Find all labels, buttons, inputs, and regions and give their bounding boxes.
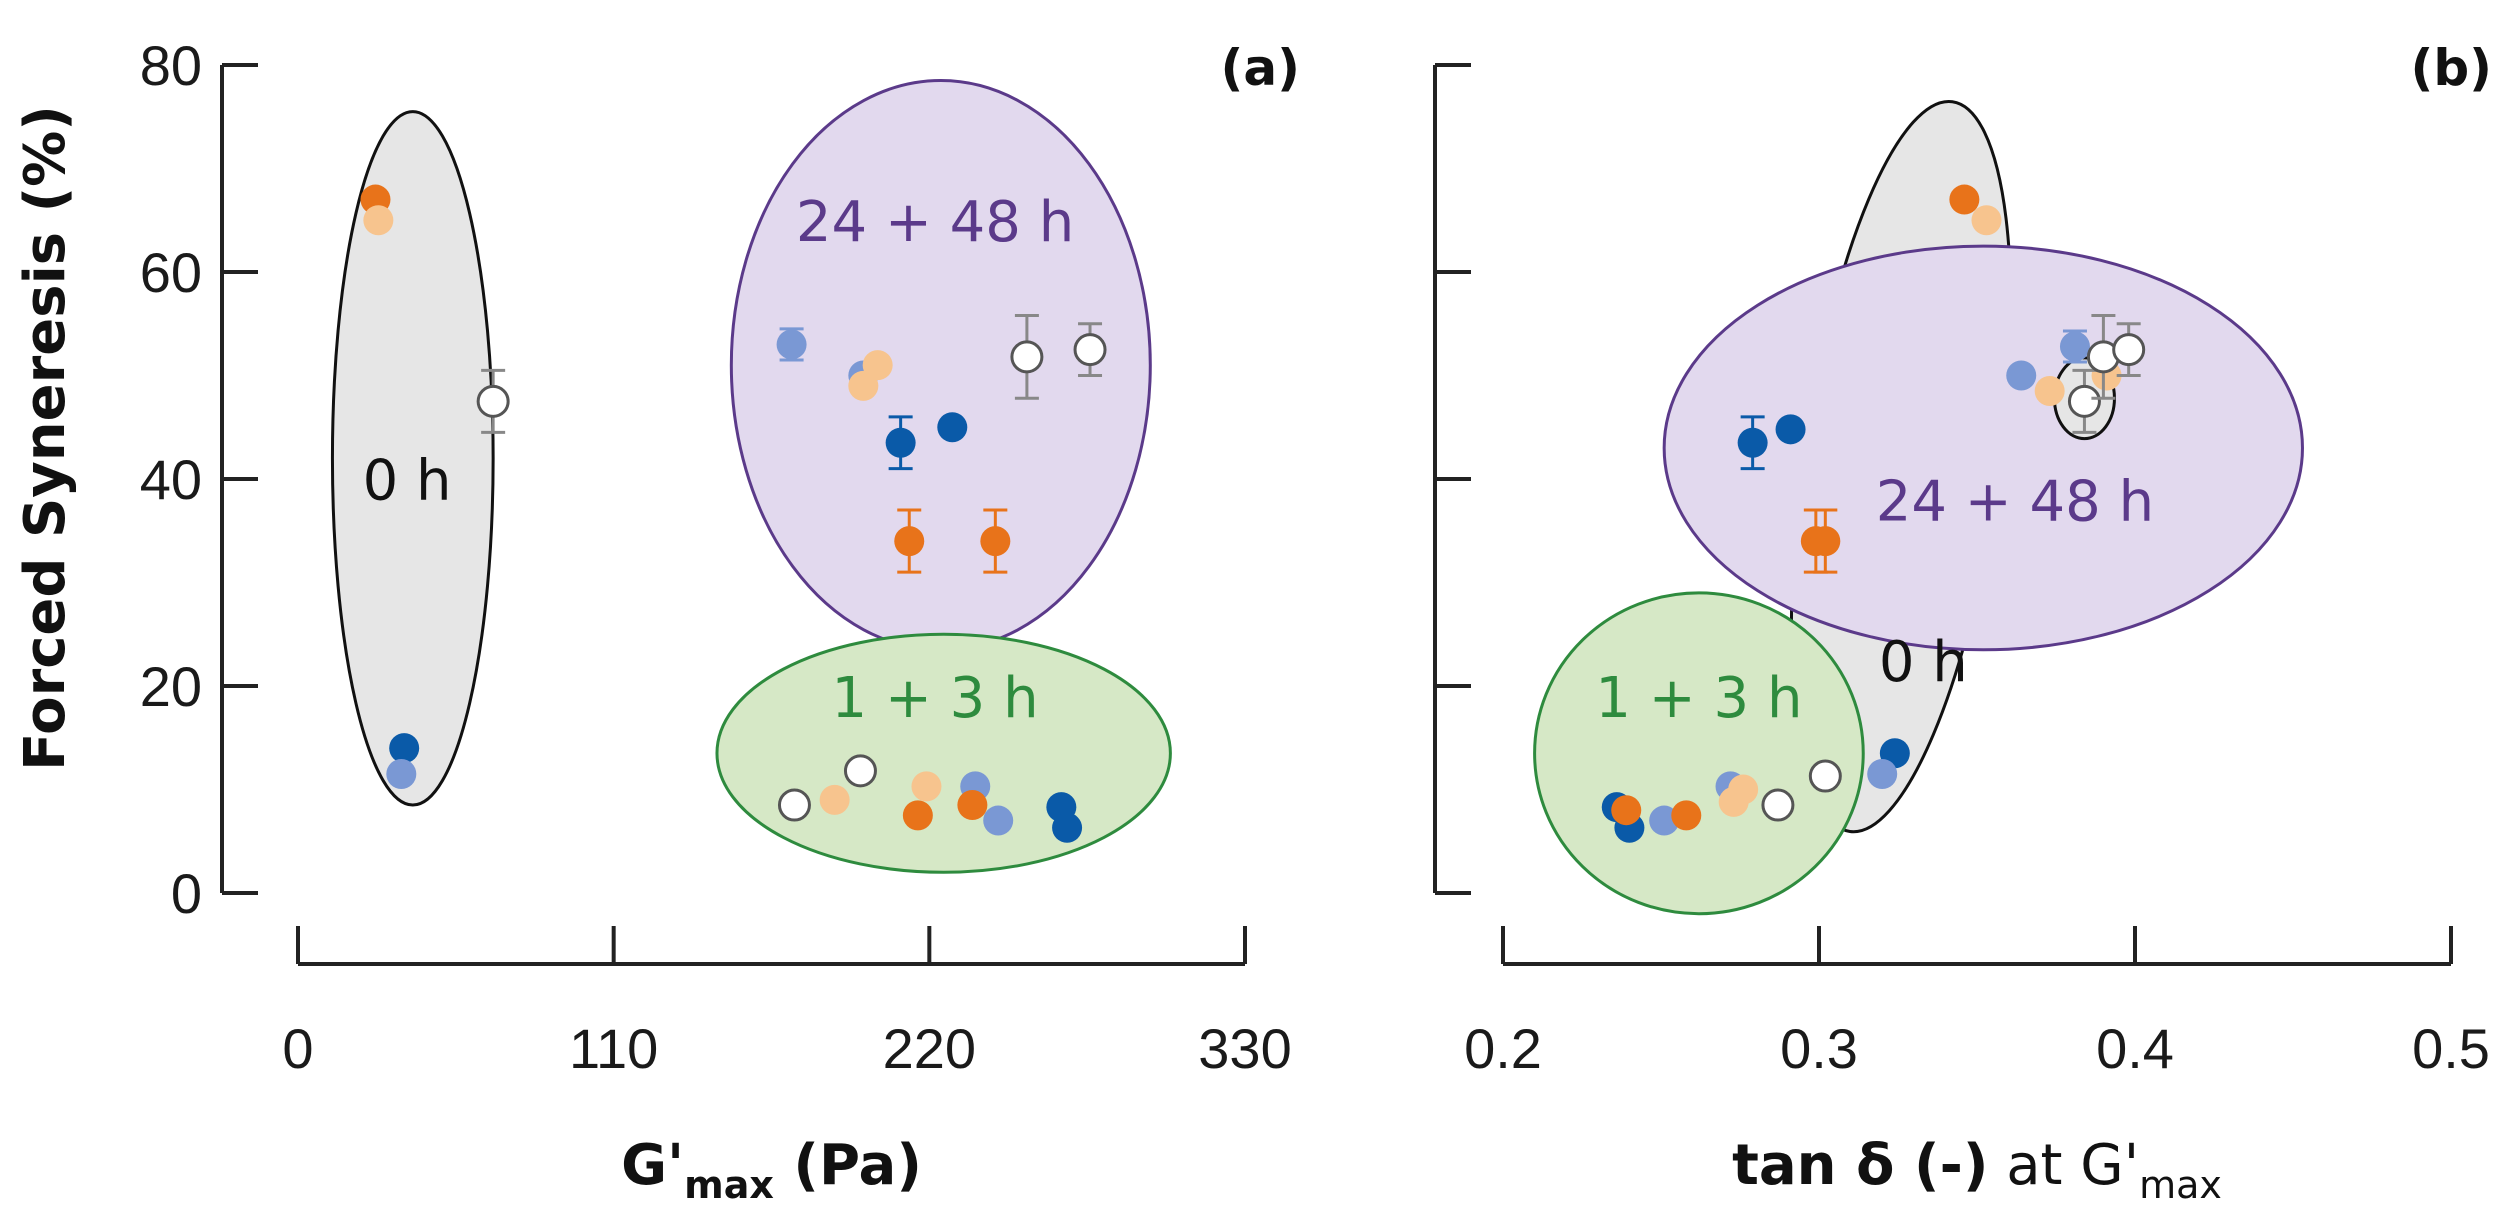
data-point-open: [1010, 340, 1044, 374]
y-tick-label: 20: [140, 655, 202, 718]
data-point-light-blue: [386, 758, 417, 789]
x-tick-label: 0.2: [1464, 1017, 1542, 1080]
x-tick-label: 0: [282, 1017, 313, 1080]
data-point-open: [777, 788, 811, 822]
data-point-orange: [980, 526, 1011, 557]
y-axis-title: Forced Syneresis (%): [13, 105, 78, 771]
data-point-orange: [1949, 184, 1980, 215]
group-label-purple: 24 + 48 h: [796, 190, 1074, 255]
data-point-open: [2112, 333, 2146, 367]
data-point-dark-blue: [1775, 414, 1806, 445]
y-tick-label: 40: [140, 448, 202, 511]
data-point-orange: [1611, 795, 1642, 826]
x-tick-label: 0.5: [2412, 1017, 2490, 1080]
data-point-open: [476, 384, 510, 418]
data-point-dark-blue: [1052, 812, 1083, 843]
x-tick-label: 330: [1198, 1017, 1291, 1080]
panel-b: 0 h 24 + 48 h 1 + 3 h 0.2 0.3 0.4 0.5 tan δ (-)…: [1433, 63, 2490, 1207]
data-point-light-orange: [848, 370, 879, 401]
x-tick-label: 110: [569, 1017, 658, 1080]
group-label-green: 1 + 3 h: [832, 666, 1039, 731]
data-point-light-orange: [911, 771, 942, 802]
data-point-light-orange: [363, 205, 394, 236]
y-tick-label: 80: [140, 34, 202, 97]
data-point-dark-blue: [1737, 427, 1768, 458]
y-tick-label: 60: [140, 241, 202, 304]
x-axis-title: tan δ (-) at G'max: [1732, 1133, 2222, 1207]
data-point-light-orange: [1971, 205, 2002, 236]
panel-a: 0 h 24 + 48 h 1 + 3 h 0 20 40 60 80 0 110 220 330 G'…: [140, 34, 1292, 1207]
panel-label-a: (a): [1221, 39, 1300, 97]
data-point-light-orange: [819, 784, 850, 815]
data-point-open: [2067, 384, 2101, 418]
data-point-open: [1808, 759, 1842, 793]
data-point-dark-blue: [389, 733, 420, 764]
group-label-gray: 0 h: [1879, 630, 1968, 695]
panel-label-b: (b): [2411, 39, 2493, 97]
data-point-dark-blue: [937, 412, 968, 443]
data-point-open: [1073, 333, 1107, 367]
data-point-orange: [1671, 800, 1702, 831]
data-point-light-blue: [2006, 360, 2037, 391]
data-point-orange: [894, 526, 925, 557]
data-point-dark-blue: [885, 427, 916, 458]
x-axis-title: G'max (Pa): [621, 1133, 922, 1207]
data-point-open: [843, 754, 877, 788]
data-point-open: [1761, 788, 1795, 822]
data-point-orange: [957, 790, 988, 821]
group-ellipse-gray: [330, 110, 495, 807]
group-label-purple: 24 + 48 h: [1876, 469, 2154, 534]
data-point-orange: [902, 800, 933, 831]
y-tick-label: 0: [171, 862, 202, 925]
data-point-orange: [1810, 526, 1841, 557]
data-point-light-blue: [1867, 758, 1898, 789]
data-point-light-blue: [776, 329, 807, 360]
x-tick-label: 220: [883, 1017, 976, 1080]
data-point-light-blue: [2059, 331, 2090, 362]
group-label-gray: 0 h: [363, 449, 452, 514]
x-tick-label: 0.3: [1780, 1017, 1858, 1080]
data-point-light-orange: [1728, 774, 1759, 805]
group-ellipse-green: [1533, 591, 1865, 916]
data-point-light-orange: [2034, 376, 2065, 407]
data-point-light-blue: [983, 805, 1014, 836]
group-label-green: 1 + 3 h: [1595, 666, 1802, 731]
x-tick-label: 0.4: [2096, 1017, 2174, 1080]
